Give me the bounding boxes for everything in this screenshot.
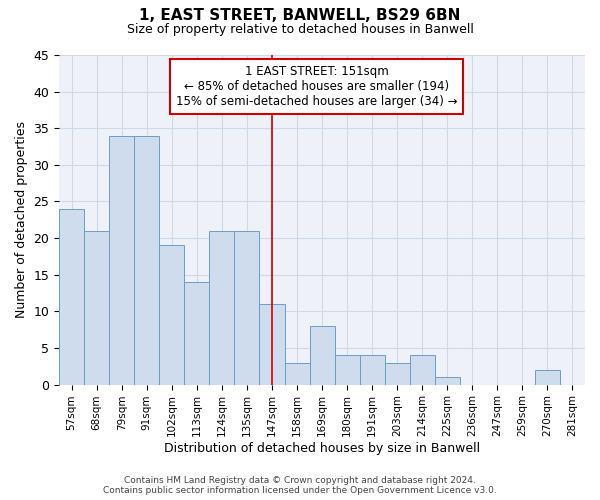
Bar: [235, 231, 259, 384]
Bar: [134, 136, 160, 384]
Bar: [410, 356, 435, 384]
Bar: [160, 246, 184, 384]
Bar: [435, 378, 460, 384]
Text: Contains HM Land Registry data © Crown copyright and database right 2024.
Contai: Contains HM Land Registry data © Crown c…: [103, 476, 497, 495]
Text: 1, EAST STREET, BANWELL, BS29 6BN: 1, EAST STREET, BANWELL, BS29 6BN: [139, 8, 461, 22]
Bar: [335, 356, 359, 384]
Bar: [259, 304, 284, 384]
Bar: [359, 356, 385, 384]
Bar: [535, 370, 560, 384]
Bar: [310, 326, 335, 384]
Bar: [284, 362, 310, 384]
Bar: [59, 209, 84, 384]
Text: 1 EAST STREET: 151sqm
← 85% of detached houses are smaller (194)
15% of semi-det: 1 EAST STREET: 151sqm ← 85% of detached …: [176, 65, 458, 108]
Y-axis label: Number of detached properties: Number of detached properties: [15, 122, 28, 318]
Text: Size of property relative to detached houses in Banwell: Size of property relative to detached ho…: [127, 22, 473, 36]
Bar: [385, 362, 410, 384]
Bar: [209, 231, 235, 384]
Bar: [84, 231, 109, 384]
X-axis label: Distribution of detached houses by size in Banwell: Distribution of detached houses by size …: [164, 442, 480, 455]
Bar: [184, 282, 209, 384]
Bar: [109, 136, 134, 384]
